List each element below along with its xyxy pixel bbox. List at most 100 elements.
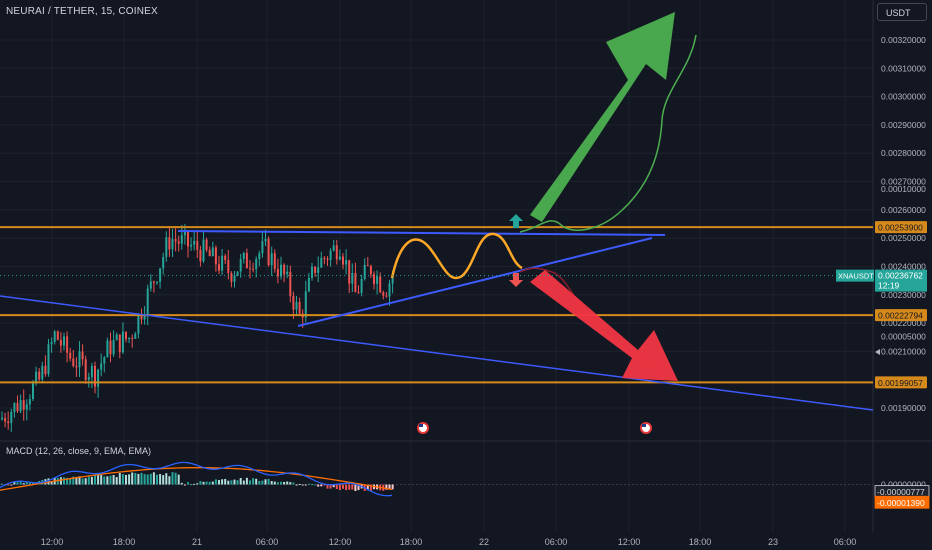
macd-y-tick-label: 0.00010000 — [881, 184, 926, 194]
candle-body — [332, 245, 335, 251]
macd-histogram-bar — [326, 484, 329, 489]
macd-histogram-bar — [100, 475, 103, 485]
candle-body — [202, 239, 205, 262]
macd-histogram-bar — [289, 482, 292, 485]
candle-body — [84, 359, 87, 380]
macd-histogram-bar — [245, 477, 248, 485]
candle-body — [245, 252, 248, 269]
macd-histogram-bar — [214, 479, 217, 485]
candle-body — [376, 276, 379, 284]
macd-histogram-bar — [140, 472, 143, 485]
macd-histogram-bar — [121, 474, 124, 485]
candle-body — [379, 276, 382, 293]
candle-body — [137, 313, 140, 334]
signal-line — [0, 467, 393, 491]
macd-value-label: -0.00000777 — [877, 487, 925, 497]
candle-body — [273, 253, 276, 270]
macd-histogram-bar — [270, 481, 273, 485]
symbol-label: XNAUSDT — [838, 272, 874, 281]
macd-histogram-bar — [233, 479, 236, 485]
x-tick-label: 12:00 — [41, 537, 64, 547]
macd-histogram-bar — [28, 482, 31, 485]
candle-body — [100, 363, 103, 370]
candle-body — [44, 365, 47, 375]
candle-body — [323, 257, 326, 259]
macd-histogram-bar — [255, 478, 258, 485]
candle-body — [190, 244, 193, 247]
macd-histogram-bar — [19, 480, 22, 485]
macd-histogram-bar — [16, 482, 19, 485]
candle-body — [41, 365, 44, 380]
candle-body — [72, 358, 75, 366]
candle-body — [97, 369, 100, 387]
candle-body — [208, 249, 211, 257]
macd-histogram-bar — [252, 478, 255, 485]
candle-body — [156, 281, 158, 283]
candle-body — [90, 365, 93, 378]
candle-body — [146, 288, 149, 315]
bullish-path — [519, 34, 697, 233]
candle-body — [16, 403, 19, 412]
candle-body — [69, 352, 72, 359]
macd-histogram-bar — [25, 482, 28, 485]
macd-histogram-bar — [165, 473, 168, 485]
macd-histogram-bar — [242, 480, 245, 485]
candle-body — [140, 313, 143, 320]
candle-body — [7, 421, 10, 424]
macd-histogram-bar — [292, 482, 295, 485]
candle-body — [224, 255, 227, 261]
candle-body — [109, 340, 112, 355]
macd-histogram-bar — [10, 484, 13, 486]
y-tick-label: 0.00290000 — [881, 120, 926, 130]
level-price-tag — [875, 221, 927, 234]
candle-body — [255, 259, 258, 270]
macd-histogram-bar — [320, 484, 323, 487]
candle-body — [128, 337, 131, 340]
y-tick-label: 0.00320000 — [881, 35, 926, 45]
macd-histogram-bar — [84, 478, 87, 485]
bullish-arrow — [530, 12, 675, 222]
candle-body — [338, 256, 341, 260]
macd-histogram-bar — [131, 472, 134, 485]
macd-histogram-bar — [338, 484, 341, 491]
candle-body — [177, 241, 180, 244]
candle-body — [267, 238, 270, 266]
macd-histogram-bar — [301, 484, 304, 486]
y-tick-label: 0.00310000 — [881, 63, 926, 73]
candle-body — [165, 237, 168, 258]
macd-histogram-bar — [128, 474, 131, 485]
currency-button[interactable]: USDT — [877, 3, 927, 21]
macd-histogram-bar — [317, 484, 320, 487]
macd-histogram-bar — [335, 484, 338, 490]
macd-histogram-bar — [125, 474, 127, 485]
macd-histogram-bar — [81, 478, 84, 485]
candle-body — [134, 333, 137, 339]
candle-body — [121, 331, 124, 353]
candle-body — [307, 277, 310, 292]
macd-histogram-bar — [32, 482, 34, 485]
candle-body — [314, 266, 317, 273]
candle-body — [50, 342, 53, 345]
macd-histogram-bar — [109, 475, 112, 485]
candle-body — [94, 365, 96, 387]
candle-body — [35, 371, 38, 384]
candle-body — [25, 404, 28, 410]
macd-histogram-bar — [273, 481, 276, 485]
macd-histogram-bar — [13, 481, 16, 485]
candle-body — [196, 240, 199, 250]
macd-histogram-bar — [314, 484, 317, 486]
small-down-arrow — [509, 273, 523, 287]
candle-body — [149, 281, 152, 289]
candle-body — [264, 238, 267, 242]
candle-body — [32, 383, 34, 400]
macd-histogram-bar — [351, 484, 354, 490]
macd-line — [0, 461, 393, 497]
macd-histogram-bar — [199, 481, 202, 485]
candle-body — [131, 337, 134, 339]
candle-body — [112, 340, 115, 355]
candle-body — [317, 267, 320, 273]
macd-histogram-bar — [115, 477, 118, 485]
last-price-label: 0.00236762 — [878, 271, 923, 281]
candle-body — [360, 278, 363, 294]
